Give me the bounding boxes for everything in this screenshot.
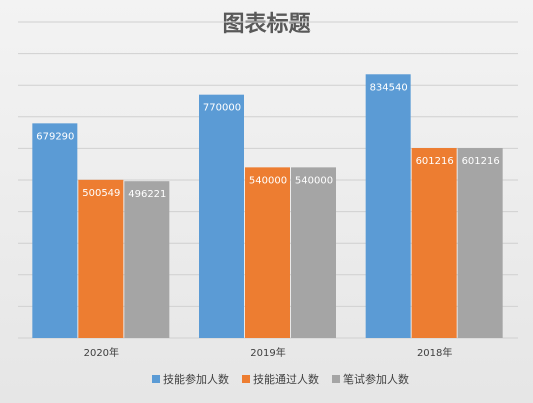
bar: [457, 148, 503, 338]
data-label: 770000: [203, 103, 241, 114]
data-label: 540000: [295, 175, 333, 186]
data-label: 601216: [462, 156, 500, 167]
data-label: 540000: [249, 175, 287, 186]
data-label: 679290: [36, 131, 74, 142]
data-label: 500549: [82, 188, 120, 199]
bar: [365, 74, 411, 338]
bar: [199, 94, 244, 339]
bar: [411, 148, 457, 338]
data-label: 834540: [370, 82, 408, 93]
data-label: 496221: [128, 189, 166, 200]
chart-title: 图表标题: [222, 12, 311, 37]
bar: [245, 167, 290, 338]
bar: [32, 123, 78, 338]
legend-swatch: [242, 375, 250, 383]
legend-item: 笔试参加人数: [343, 372, 409, 386]
x-tick-label: 2018年: [417, 346, 452, 359]
data-label: 601216: [416, 156, 454, 167]
bar: [291, 167, 336, 338]
legend-item: 技能参加人数: [163, 372, 229, 386]
bar: [78, 179, 124, 338]
x-tick-label: 2019年: [250, 346, 285, 359]
legend-swatch: [332, 375, 340, 383]
legend-item: 技能通过人数: [253, 372, 319, 386]
bar: [124, 181, 170, 338]
x-tick-label: 2020年: [84, 346, 119, 359]
legend-swatch: [152, 375, 160, 383]
